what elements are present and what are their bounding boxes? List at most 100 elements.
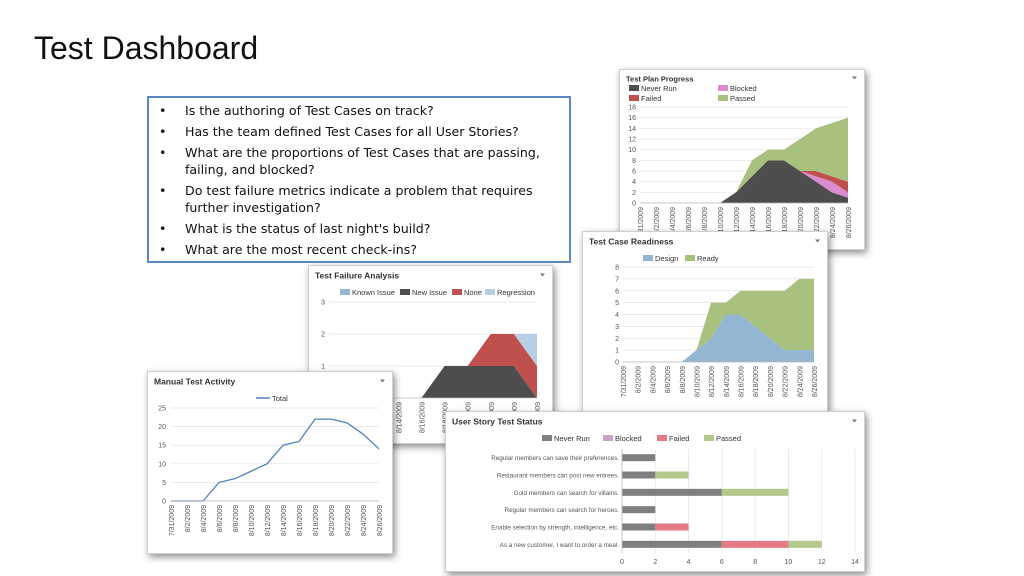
x-tick-label: 8/24/2009 [830, 207, 837, 238]
y-tick-label: 2 [321, 332, 325, 339]
question-item: Is the authoring of Test Cases on track? [157, 102, 559, 119]
x-tick-label: 8/12/2009 [709, 366, 716, 397]
y-tick-label: 8 [632, 158, 636, 165]
question-item: What is the status of last night's build… [157, 220, 559, 237]
y-tick-label: 12 [628, 137, 636, 144]
area-series-none [329, 334, 537, 398]
x-tick-label: 8/16/2009 [419, 402, 426, 433]
y-tick-label: 16 [628, 115, 636, 122]
chart-title: Test Case Readiness [589, 237, 674, 247]
x-tick-label: 8/26/2009 [377, 505, 384, 536]
bar-passed [655, 471, 689, 479]
x-tick-label: 2 [653, 559, 657, 566]
questions-box: Is the authoring of Test Cases on track?… [147, 96, 571, 263]
x-tick-label: 12 [818, 559, 826, 566]
y-tick-label: 8 [615, 265, 619, 272]
category-label: Regular members can search for heroes. [505, 507, 620, 514]
x-tick-label: 8/18/2009 [753, 366, 760, 397]
y-tick-label: 2 [615, 336, 619, 343]
legend-swatch [685, 255, 695, 261]
y-tick-label: 0 [632, 201, 636, 208]
legend-label: Blocked [730, 84, 757, 93]
user-story-test-status-panel: User Story Test Status Never Run Blocked Fa… [445, 411, 865, 572]
bar-passed [788, 540, 822, 548]
legend-label: None [464, 288, 482, 297]
x-tick-label: 8/2/2009 [185, 505, 192, 532]
y-tick-label: 4 [632, 179, 636, 186]
y-tick-label: 1 [615, 348, 619, 355]
x-tick-label: 8/26/2009 [846, 207, 853, 238]
chart-title: Test Plan Progress [626, 75, 693, 84]
bar-never-run [622, 488, 722, 496]
legend-swatch [643, 255, 653, 261]
y-tick-label: 25 [158, 406, 166, 413]
user-story-test-status-chart: User Story Test Status Never Run Blocked Fa… [452, 417, 859, 567]
bar-never-run [622, 454, 656, 462]
x-tick-label: 8/10/2009 [718, 207, 725, 238]
x-tick-label: 8/2/2009 [636, 366, 643, 393]
x-tick-label: 7/31/2009 [169, 505, 176, 536]
y-tick-label: 10 [158, 461, 166, 468]
legend-label: Passed [716, 434, 741, 443]
x-tick-label: 8/4/2009 [201, 505, 208, 532]
x-tick-label: 8/6/2009 [217, 505, 224, 532]
x-tick-label: 8 [753, 559, 757, 566]
y-tick-label: 5 [615, 300, 619, 307]
dropdown-arrow-icon[interactable] [540, 273, 545, 277]
x-tick-label: 8/20/2009 [329, 505, 336, 536]
x-tick-label: 8/16/2009 [766, 207, 773, 238]
x-tick-label: 8/20/2009 [798, 207, 805, 238]
bar-never-run [622, 471, 656, 479]
x-tick-label: 8/8/2009 [702, 207, 709, 234]
legend-label: Ready [697, 254, 719, 263]
legend-swatch [704, 435, 714, 441]
legend-label: Design [655, 254, 678, 263]
test-case-readiness-chart: Test Case Readiness Design Ready 0 1 2 3 4 5 6 7 8 7… [589, 237, 820, 397]
legend-label: Total [272, 394, 288, 403]
area-series-design [623, 314, 814, 362]
x-tick-label: 6 [720, 559, 724, 566]
area-series-ready [623, 278, 814, 362]
x-tick-label: 8/24/2009 [797, 366, 804, 397]
legend-label: Blocked [615, 434, 642, 443]
x-tick-label: 10 [785, 559, 793, 566]
x-tick-label: 8/4/2009 [650, 366, 657, 393]
question-item: Has the team defined Test Cases for all … [157, 123, 559, 140]
dropdown-arrow-icon[interactable] [852, 419, 857, 423]
manual-test-activity-chart: Manual Test Activity Total 0 5 10 15 20 25 7/31/… [154, 377, 385, 536]
y-tick-label: 14 [628, 126, 636, 133]
dropdown-arrow-icon[interactable] [852, 76, 857, 80]
x-tick-label: 8/22/2009 [345, 505, 352, 536]
chart-title: User Story Test Status [452, 417, 543, 427]
legend-label: New Issue [412, 288, 447, 297]
y-tick-label: 6 [632, 169, 636, 176]
x-tick-label: 8/24/2009 [361, 505, 368, 536]
x-tick-label: 8/10/2009 [249, 505, 256, 536]
question-item: Do test failure metrics indicate a probl… [157, 182, 559, 216]
dropdown-arrow-icon[interactable] [815, 239, 820, 243]
x-tick-label: 8/10/2009 [694, 366, 701, 397]
x-tick-label: 8/26/2009 [812, 366, 819, 397]
legend-swatch [452, 289, 462, 295]
dropdown-arrow-icon[interactable] [380, 379, 385, 383]
legend-label: Regression [497, 288, 535, 297]
y-tick-label: 2 [632, 190, 636, 197]
legend-swatch [485, 289, 495, 295]
x-tick-label: 8/8/2009 [680, 366, 687, 393]
legend-swatch [603, 435, 613, 441]
area-series-never-run [640, 160, 848, 203]
x-tick-label: 7/31/2009 [638, 207, 645, 238]
bar-never-run [622, 506, 656, 514]
question-item: What are the most recent check-ins? [157, 241, 559, 258]
slide-title: Test Dashboard [34, 30, 259, 66]
x-tick-label: 8/20/2009 [768, 366, 775, 397]
legend-label: Failed [669, 434, 689, 443]
legend-swatch [542, 435, 552, 441]
legend-label: Passed [730, 94, 755, 103]
chart-title: Test Failure Analysis [315, 271, 399, 281]
x-tick-label: 8/12/2009 [734, 207, 741, 238]
bar-never-run [622, 540, 722, 548]
x-tick-label: 8/6/2009 [665, 366, 672, 393]
bar-failed [721, 540, 789, 548]
